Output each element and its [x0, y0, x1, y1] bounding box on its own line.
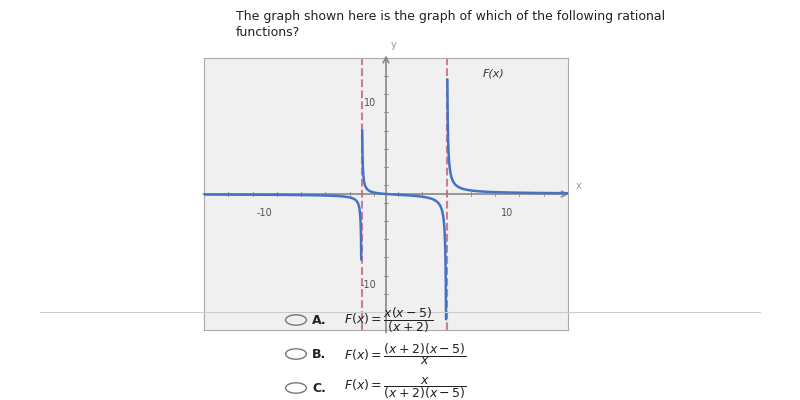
Text: $\mathit{F}(x) = \dfrac{x(x-5)}{(x+2)}$: $\mathit{F}(x) = \dfrac{x(x-5)}{(x+2)}$ — [344, 305, 434, 335]
Text: $\mathit{F}(x) = \dfrac{x}{(x+2)(x-5)}$: $\mathit{F}(x) = \dfrac{x}{(x+2)(x-5)}$ — [344, 375, 466, 400]
Text: functions?: functions? — [236, 26, 300, 39]
Text: C.: C. — [312, 382, 326, 394]
Text: A.: A. — [312, 314, 326, 326]
Text: -10: -10 — [257, 208, 273, 218]
Text: 10: 10 — [364, 98, 376, 108]
Text: B.: B. — [312, 348, 326, 360]
Text: y: y — [391, 40, 397, 50]
Text: x: x — [575, 181, 581, 191]
Text: The graph shown here is the graph of which of the following rational: The graph shown here is the graph of whi… — [236, 10, 665, 23]
Text: -10: -10 — [361, 280, 376, 290]
Text: F(x): F(x) — [483, 68, 505, 78]
Text: 10: 10 — [502, 208, 514, 218]
Text: $\mathit{F}(x) = \dfrac{(x+2)(x-5)}{x}$: $\mathit{F}(x) = \dfrac{(x+2)(x-5)}{x}$ — [344, 341, 466, 367]
